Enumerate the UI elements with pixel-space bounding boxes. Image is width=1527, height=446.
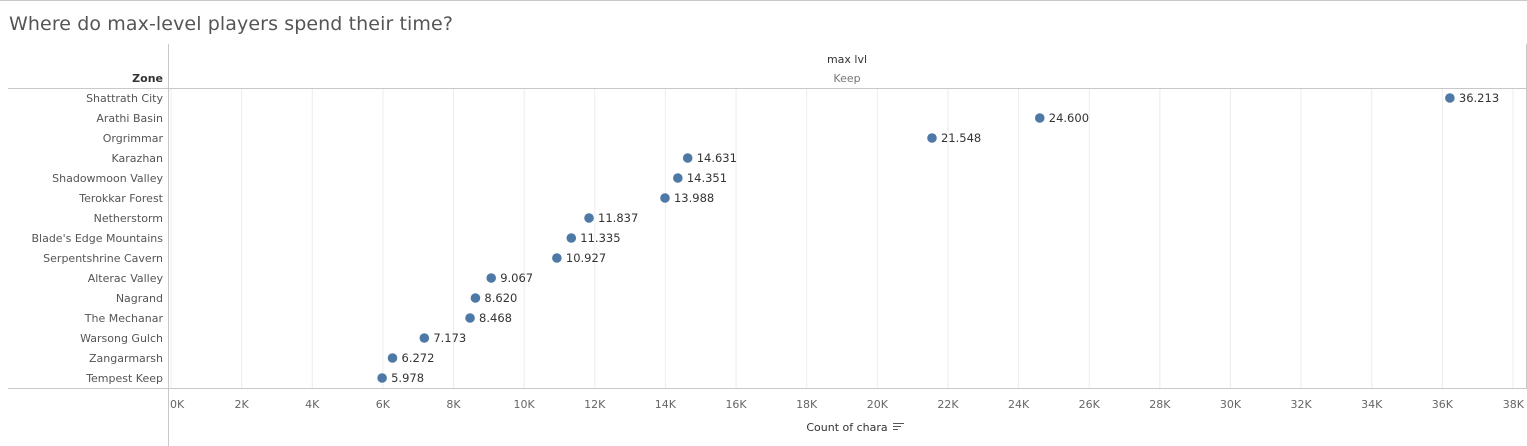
x-tick-label: 8K [446, 398, 461, 411]
chart-title: Where do max-level players spend their t… [9, 13, 454, 35]
x-tick-label: 30K [1220, 398, 1242, 411]
data-point [552, 253, 562, 263]
data-label: 11.837 [598, 211, 638, 225]
data-label: 6.272 [402, 351, 435, 365]
category-label: Arathi Basin [96, 112, 163, 125]
data-point [486, 273, 497, 283]
data-point [1445, 93, 1455, 103]
top-border [0, 0, 1527, 1]
x-tick-label: 14K [655, 398, 677, 411]
category-label: Warsong Gulch [80, 332, 163, 345]
column-value-label: Keep [833, 72, 860, 85]
x-tick-label: 20K [867, 398, 889, 411]
data-label: 21.548 [941, 131, 981, 145]
x-tick-label: 4K [305, 398, 320, 411]
category-label: Terokkar Forest [78, 192, 163, 205]
data-point [377, 373, 387, 383]
data-point [419, 333, 430, 343]
data-label: 13.988 [674, 191, 714, 205]
x-tick-label: 26K [1079, 398, 1101, 411]
category-label: Zangarmarsh [89, 352, 163, 365]
x-tick-label: 36K [1432, 398, 1454, 411]
category-label: Alterac Valley [88, 272, 164, 285]
data-point [584, 213, 594, 223]
data-label: 8.468 [479, 311, 512, 325]
category-label: Nagrand [116, 292, 163, 305]
x-tick-label: 22K [937, 398, 959, 411]
x-tick-label: 12K [584, 398, 606, 411]
data-point [673, 173, 683, 183]
category-label: Karazhan [112, 152, 164, 165]
data-point [660, 193, 670, 203]
category-label: Blade's Edge Mountains [31, 232, 163, 245]
x-tick-label: 32K [1290, 398, 1312, 411]
column-header-label: max lvl [827, 53, 867, 66]
data-label: 8.620 [484, 291, 517, 305]
category-label: Shattrath City [86, 92, 163, 105]
data-label: 10.927 [566, 251, 606, 265]
category-label: Serpentshrine Cavern [43, 252, 163, 265]
x-tick-label: 10K [514, 398, 536, 411]
data-label: 5.978 [391, 371, 424, 385]
x-tick-label: 16K [725, 398, 747, 411]
category-label: The Mechanar [84, 312, 164, 325]
data-point [1034, 113, 1045, 123]
x-tick-label: 0K [170, 398, 185, 411]
data-point [682, 153, 693, 163]
data-point [465, 313, 475, 323]
x-tick-label: 28K [1149, 398, 1171, 411]
x-axis-title: Count of chara [806, 421, 887, 434]
category-label: Shadowmoon Valley [52, 172, 163, 185]
data-label: 24.600 [1049, 111, 1089, 125]
category-label: Orgrimmar [103, 132, 164, 145]
row-header-label: Zone [132, 72, 163, 85]
data-label: 14.351 [687, 171, 727, 185]
category-label: Tempest Keep [85, 372, 163, 385]
x-tick-label: 2K [235, 398, 250, 411]
x-tick-label: 34K [1361, 398, 1383, 411]
data-label: 36.213 [1459, 91, 1499, 105]
data-point [387, 353, 398, 363]
x-tick-label: 24K [1008, 398, 1030, 411]
data-label: 9.067 [500, 271, 533, 285]
sort-descending-icon[interactable] [893, 422, 905, 432]
data-label: 7.173 [433, 331, 466, 345]
data-label: 11.335 [580, 231, 620, 245]
x-tick-label: 18K [796, 398, 818, 411]
data-point [566, 233, 577, 243]
x-tick-label: 6K [376, 398, 391, 411]
data-label: 14.631 [697, 151, 737, 165]
x-tick-label: 38K [1503, 398, 1525, 411]
category-label: Netherstorm [94, 212, 163, 225]
data-point [470, 293, 481, 303]
data-point [927, 133, 937, 143]
